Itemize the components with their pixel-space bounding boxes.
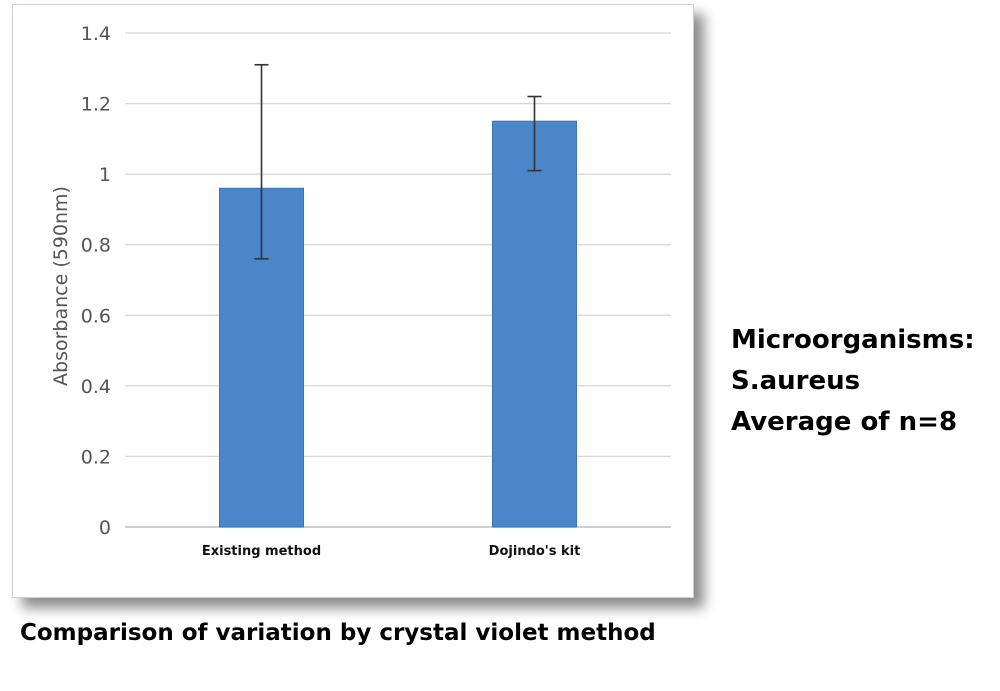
x-tick-labels: Existing method Dojindo's kit [202, 544, 580, 559]
bar-chart: 0 0.2 0.4 0.6 0.8 1 1.2 1.4 Existing method Doji… [50, 23, 671, 559]
error-bar [254, 63, 269, 260]
y-tick-label: 0 [99, 517, 111, 539]
side-note-microorganisms: Microorganisms: [731, 325, 975, 355]
chart-frame: 0 0.2 0.4 0.6 0.8 1 1.2 1.4 Existing method Doji… [12, 4, 694, 598]
y-tick-label: 0.6 [81, 305, 111, 327]
side-note: Microorganisms: S.aureus Average of n=8 [731, 320, 975, 443]
y-tick-label: 1 [99, 164, 111, 186]
y-tick-label: 1.4 [81, 23, 111, 45]
error-bars [254, 63, 542, 260]
y-tick-label: 1.2 [81, 94, 111, 116]
y-axis-label: Absorbance (590nm) [50, 186, 72, 386]
x-tick-label: Dojindo's kit [489, 544, 581, 559]
y-tick-labels: 0 0.2 0.4 0.6 0.8 1 1.2 1.4 [81, 23, 111, 539]
side-note-sample-size: Average of n=8 [731, 407, 958, 437]
x-tick-label: Existing method [202, 544, 321, 559]
y-tick-label: 0.2 [81, 446, 111, 468]
gridlines [125, 32, 671, 528]
y-tick-label: 0.4 [81, 376, 111, 398]
bar [492, 120, 577, 528]
bars [219, 120, 577, 528]
y-tick-label: 0.8 [81, 235, 111, 257]
side-note-species: S.aureus [731, 366, 861, 396]
figure-caption: Comparison of variation by crystal viole… [20, 620, 656, 646]
error-bar [527, 95, 542, 172]
